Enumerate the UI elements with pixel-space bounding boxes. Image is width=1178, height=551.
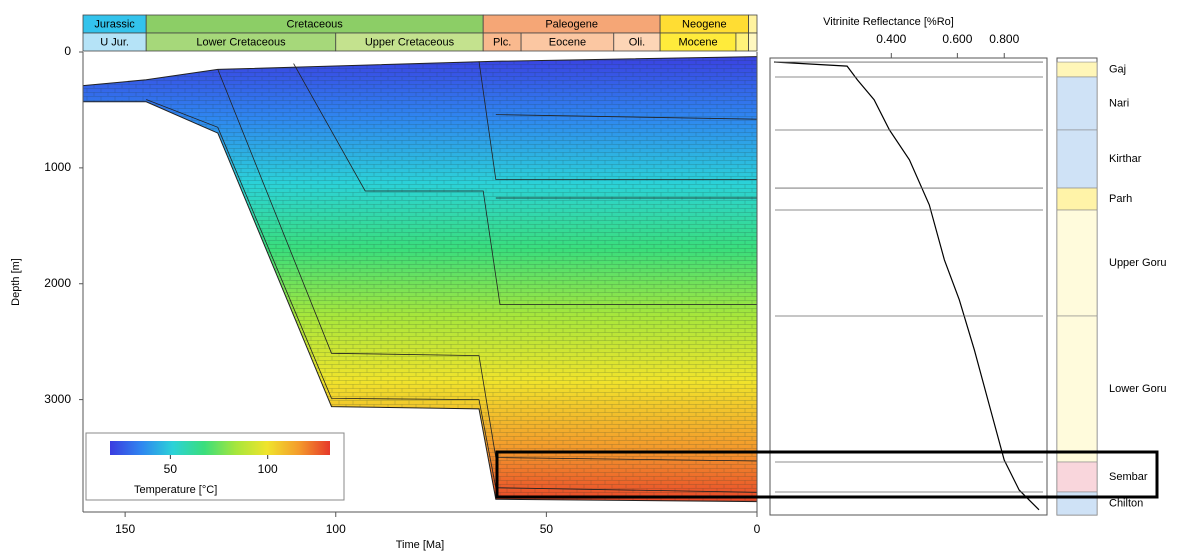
y-tick-label: 3000 [44, 392, 71, 406]
formation-label: Lower Goru [1109, 383, 1166, 395]
y-tick-label: 2000 [44, 276, 71, 290]
formation-label: Gaj [1109, 63, 1126, 75]
horizon-line [146, 99, 758, 493]
formation [1056, 76, 1098, 131]
colorbar-tick-label: 100 [258, 462, 278, 476]
formation [1056, 209, 1098, 317]
y-tick-label: 1000 [44, 160, 71, 174]
strat-label: Neogene [682, 18, 727, 30]
colorbar [110, 441, 330, 455]
panel-frame [769, 57, 1048, 516]
formation [1056, 491, 1098, 516]
strat-label: Plc. [493, 36, 511, 48]
formation [1056, 129, 1098, 189]
strat-label: Jurassic [94, 18, 135, 30]
strat-label: Mocene [678, 36, 717, 48]
formation-label: Kirthar [1109, 153, 1142, 165]
y-axis-title: Depth [m] [10, 258, 22, 306]
highlight-box [495, 450, 1159, 499]
strat-label: Lower Cretaceous [196, 36, 286, 48]
formation [1056, 187, 1098, 211]
x-axis-title: Time [Ma] [396, 539, 445, 551]
strat-label: Cretaceous [287, 18, 344, 30]
x-tick-label: 0 [754, 522, 761, 536]
formation-label: Chilton [1109, 497, 1143, 509]
lithology-texture [83, 56, 757, 502]
formation [1056, 315, 1098, 463]
x-tick-label: 150 [115, 522, 135, 536]
horizon-line [217, 69, 758, 462]
colorbar-tick-label: 50 [164, 462, 178, 476]
strat-cell [748, 32, 758, 52]
basement-line [83, 101, 758, 503]
strat-cell [735, 32, 749, 52]
colorbar-title: Temperature [°C] [134, 484, 217, 496]
formation [1056, 61, 1098, 78]
strat-cell [748, 14, 758, 34]
y-tick-label: 0 [64, 44, 71, 58]
x-tick-label: 0.600 [942, 32, 972, 46]
horizon-line [495, 114, 758, 120]
x-tick-label: 0.400 [876, 32, 906, 46]
x-tick-label: 100 [326, 522, 346, 536]
x-tick-label: 0.800 [989, 32, 1019, 46]
formation [1056, 461, 1098, 493]
strat-label: Oli. [629, 36, 646, 48]
strat-label: Eocene [549, 36, 586, 48]
horizon-line [478, 61, 757, 180]
formation-label: Parh [1109, 193, 1132, 205]
panel-title: Vitrinite Reflectance [%Ro] [823, 16, 954, 28]
formation-label: Nari [1109, 97, 1129, 109]
strat-label: Paleogene [545, 18, 598, 30]
formation-label: Sembar [1109, 471, 1148, 483]
horizon-line [293, 63, 757, 305]
x-tick-label: 50 [540, 522, 554, 536]
strat-label: Upper Cretaceous [365, 36, 455, 48]
strat-label: U Jur. [100, 36, 129, 48]
formation-label: Upper Goru [1109, 257, 1166, 269]
